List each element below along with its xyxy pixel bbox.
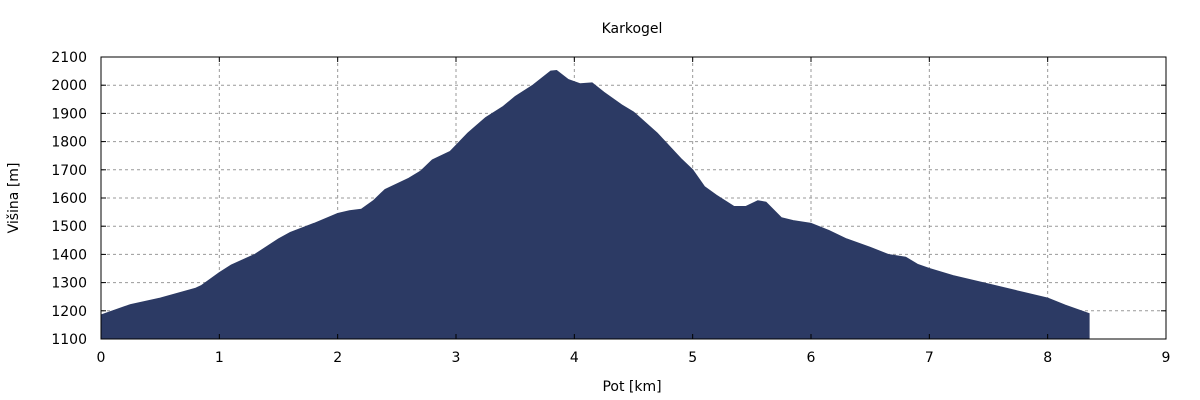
y-tick-label: 1600 bbox=[51, 191, 87, 207]
chart-title: Karkogel bbox=[602, 21, 663, 37]
x-tick-label: 4 bbox=[570, 350, 579, 366]
y-axis-label: Višina [m] bbox=[6, 163, 22, 234]
y-tick-label: 1900 bbox=[51, 106, 87, 122]
x-tick-label: 1 bbox=[215, 350, 224, 366]
x-tick-label: 9 bbox=[1162, 350, 1171, 366]
x-axis-label: Pot [km] bbox=[602, 379, 661, 395]
x-tick-label: 6 bbox=[807, 350, 816, 366]
y-tick-label: 1400 bbox=[51, 247, 87, 263]
x-tick-label: 5 bbox=[688, 350, 697, 366]
y-tick-label: 1200 bbox=[51, 304, 87, 320]
axis-ticks: 0 1 2 3 4 5 6 7 8 9 1100 1200 1300 1400 1500 1600 1700 18… bbox=[51, 50, 1170, 366]
x-tick-label: 7 bbox=[925, 350, 934, 366]
x-tick-label: 2 bbox=[333, 350, 342, 366]
y-tick-label: 1100 bbox=[51, 332, 87, 348]
y-tick-label: 1500 bbox=[51, 219, 87, 235]
y-tick-label: 2100 bbox=[51, 50, 87, 66]
x-tick-label: 0 bbox=[97, 350, 106, 366]
y-tick-label: 1800 bbox=[51, 135, 87, 151]
y-tick-label: 2000 bbox=[51, 78, 87, 94]
elevation-area bbox=[100, 69, 1090, 340]
x-tick-label: 8 bbox=[1043, 350, 1052, 366]
x-tick-label: 3 bbox=[452, 350, 461, 366]
y-tick-label: 1300 bbox=[51, 276, 87, 292]
y-tick-label: 1700 bbox=[51, 163, 87, 179]
